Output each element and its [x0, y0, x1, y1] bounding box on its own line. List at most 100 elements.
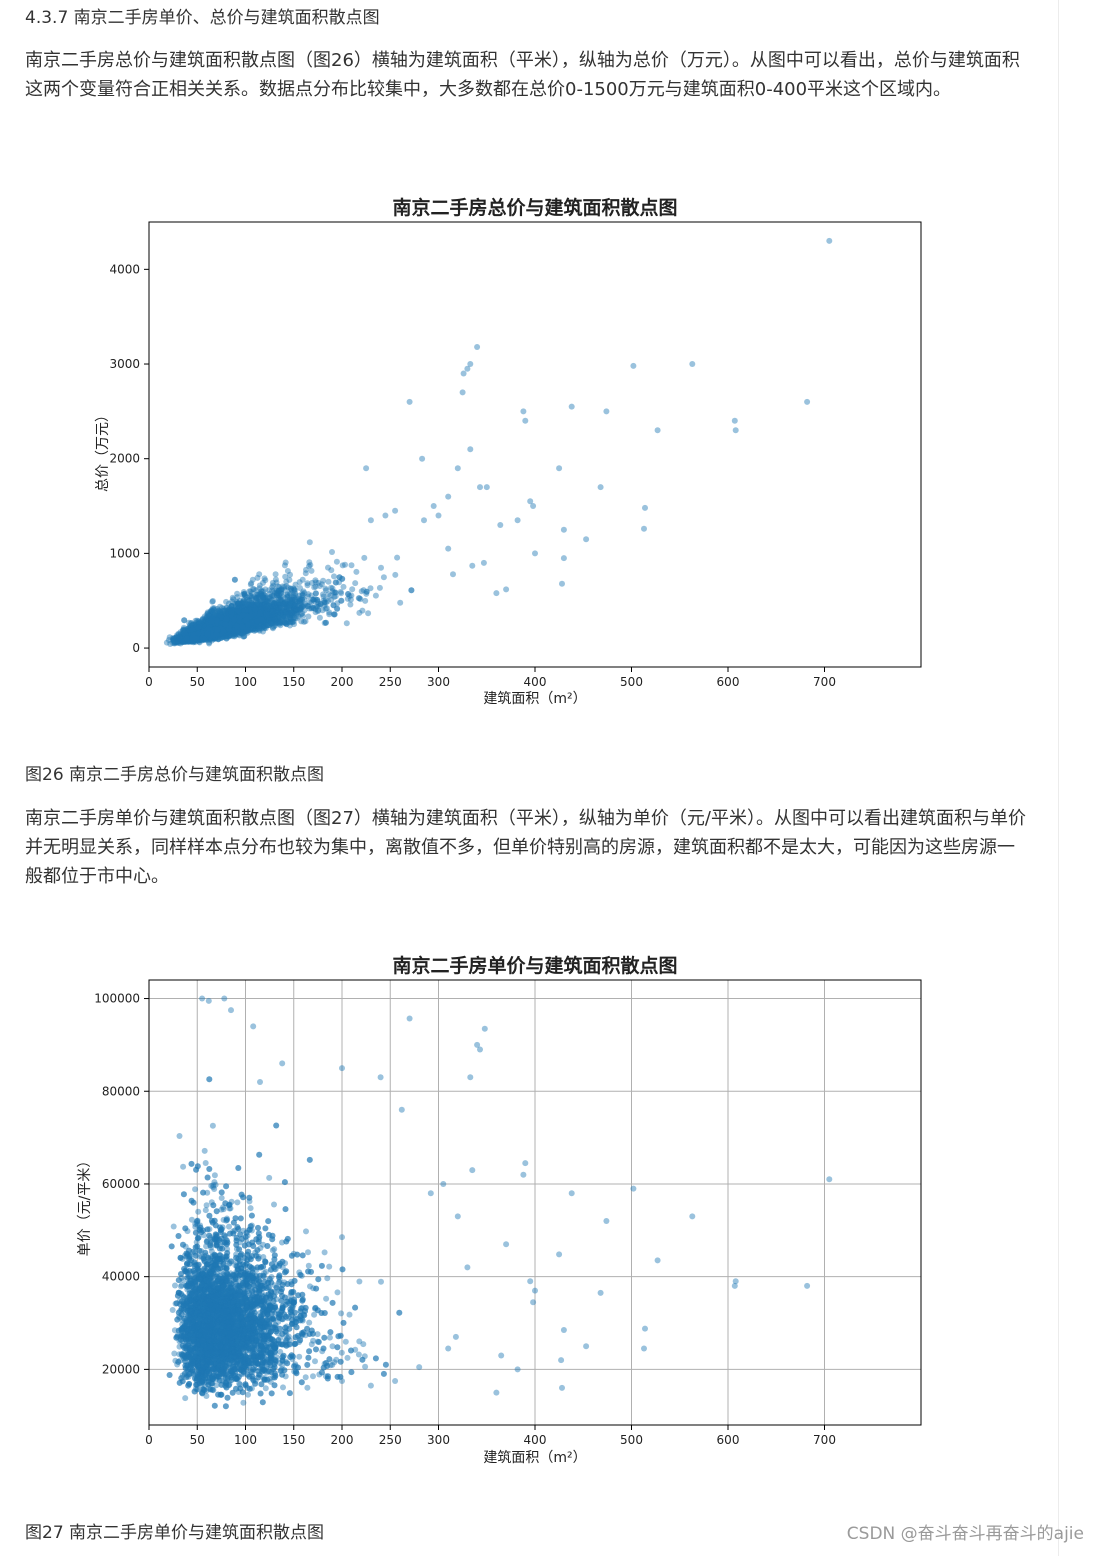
data-point	[218, 618, 225, 625]
data-point	[199, 633, 206, 640]
data-point	[230, 608, 237, 615]
data-point	[219, 604, 226, 611]
data-point	[205, 625, 212, 632]
data-point	[208, 625, 215, 632]
data-point	[376, 584, 383, 591]
data-point	[211, 633, 218, 640]
data-point	[202, 623, 209, 630]
data-point	[181, 635, 187, 642]
data-point	[236, 624, 243, 631]
data-point	[195, 629, 202, 636]
data-point	[254, 607, 261, 614]
data-point	[237, 620, 244, 627]
data-point	[223, 611, 230, 618]
data-point	[347, 596, 354, 603]
data-point	[192, 632, 199, 639]
data-point	[214, 627, 221, 634]
data-point	[322, 585, 329, 592]
data-point	[217, 612, 224, 619]
data-point	[284, 568, 291, 574]
data-point	[204, 630, 211, 637]
data-point	[203, 632, 210, 639]
data-point	[213, 627, 220, 634]
data-point	[261, 618, 268, 625]
data-point	[200, 628, 207, 635]
data-point	[261, 624, 268, 631]
data-point	[223, 598, 230, 605]
data-point	[204, 623, 211, 630]
data-point	[251, 586, 258, 593]
data-point	[289, 603, 295, 610]
data-point	[214, 624, 221, 631]
data-point	[209, 611, 216, 618]
data-point	[170, 637, 177, 644]
data-point	[250, 617, 257, 624]
data-point	[222, 625, 229, 632]
data-point	[223, 623, 230, 630]
data-point	[270, 611, 277, 618]
data-point	[249, 626, 256, 633]
data-point	[197, 631, 204, 638]
data-point	[196, 639, 203, 646]
data-point	[261, 614, 268, 620]
data-point	[226, 623, 233, 630]
data-point	[363, 588, 370, 595]
data-point	[203, 623, 209, 630]
data-point	[199, 615, 206, 622]
data-point	[205, 629, 212, 636]
data-point	[214, 622, 221, 629]
data-point	[198, 622, 204, 629]
data-point	[283, 583, 290, 590]
data-point	[244, 611, 251, 618]
data-point	[281, 562, 288, 569]
data-point	[243, 627, 249, 634]
data-point	[223, 616, 230, 622]
data-point	[273, 587, 280, 594]
data-point	[196, 627, 203, 634]
data-point	[222, 619, 229, 626]
data-point	[191, 630, 197, 637]
data-point	[253, 587, 260, 594]
data-point	[217, 620, 224, 627]
data-point	[188, 631, 195, 638]
data-point	[218, 626, 225, 633]
data-point	[239, 611, 246, 618]
data-point	[212, 624, 219, 631]
data-point	[193, 633, 200, 640]
data-point	[197, 636, 204, 643]
data-point	[233, 620, 240, 627]
data-point	[270, 592, 277, 599]
data-point	[380, 574, 387, 581]
data-point	[202, 626, 209, 633]
data-point	[315, 579, 322, 586]
data-point	[198, 625, 205, 632]
data-point	[226, 619, 233, 626]
data-point	[213, 627, 220, 634]
data-point	[226, 611, 233, 618]
data-point	[260, 579, 266, 586]
data-point	[236, 627, 243, 633]
data-point	[199, 633, 206, 640]
data-point	[227, 614, 234, 621]
data-point	[311, 584, 318, 591]
data-point	[226, 617, 233, 624]
data-point	[202, 632, 209, 639]
data-point	[297, 606, 304, 613]
data-point	[272, 571, 279, 578]
data-point	[251, 614, 258, 621]
data-point	[217, 626, 224, 633]
data-point	[205, 629, 212, 636]
data-point	[215, 624, 222, 631]
data-point	[214, 608, 221, 615]
data-point	[203, 626, 210, 633]
data-point	[208, 623, 215, 630]
data-point	[278, 587, 285, 594]
data-point	[198, 630, 205, 637]
data-point	[221, 624, 228, 631]
data-point	[231, 623, 238, 630]
data-point	[241, 607, 248, 614]
data-point	[189, 628, 196, 635]
data-point	[227, 616, 234, 623]
data-point	[190, 631, 197, 638]
data-point	[224, 611, 231, 617]
